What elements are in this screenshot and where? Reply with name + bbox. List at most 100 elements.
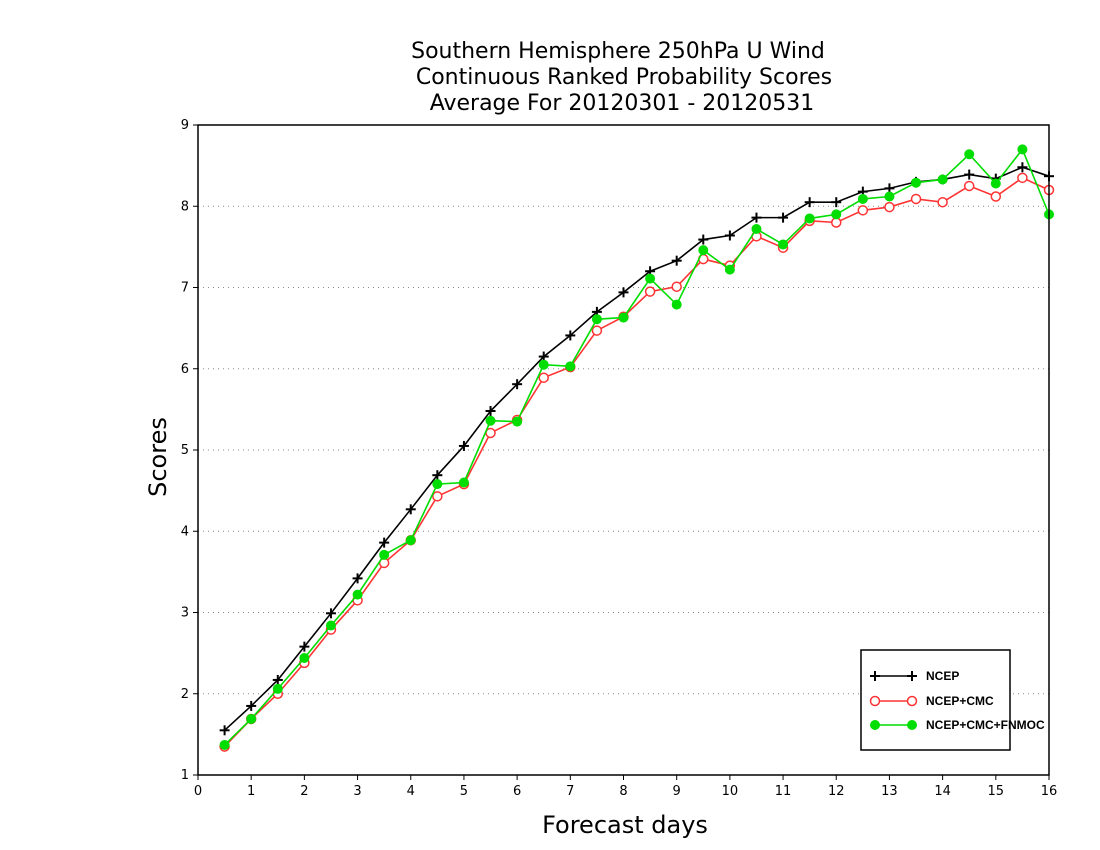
point-marker-open-circle xyxy=(910,193,922,205)
point-marker-open-circle xyxy=(990,191,1002,202)
x-tick-label: 13 xyxy=(881,784,898,799)
point-marker-filled-circle xyxy=(1017,144,1028,155)
y-tick-label: 4 xyxy=(181,524,189,539)
point-marker-filled-circle xyxy=(219,739,230,750)
x-tick-label: 5 xyxy=(460,784,468,799)
point-marker-filled-circle xyxy=(831,209,842,220)
point-marker-plus xyxy=(671,255,682,266)
point-marker-open-circle xyxy=(857,205,869,216)
point-marker-plus xyxy=(458,440,469,451)
chart-title-line-1: Southern Hemisphere 250hPa U Wind xyxy=(411,39,825,64)
point-marker-filled-circle xyxy=(645,273,656,284)
point-marker-filled-circle xyxy=(512,416,523,427)
point-marker-filled-circle xyxy=(857,193,868,204)
point-marker-filled-circle xyxy=(964,149,975,160)
legend-label: NCEP+CMC+FNMOC xyxy=(926,718,1045,732)
legend-label: NCEP xyxy=(926,669,959,683)
x-tick-label: 12 xyxy=(828,784,845,799)
point-marker-filled-circle xyxy=(671,299,682,310)
series-ncep-cmc-fnmoc xyxy=(219,144,1054,750)
point-marker-filled-circle xyxy=(870,720,880,730)
x-tick-label: 8 xyxy=(619,784,627,799)
point-marker-plus xyxy=(219,725,230,736)
point-marker-filled-circle xyxy=(591,314,602,325)
point-marker-plus xyxy=(485,406,496,416)
point-marker-open-circle xyxy=(644,286,656,297)
point-marker-open-circle xyxy=(869,695,881,707)
point-marker-plus xyxy=(379,537,390,548)
point-marker-filled-circle xyxy=(458,477,469,488)
point-marker-filled-circle xyxy=(618,312,629,323)
point-marker-plus xyxy=(804,197,815,208)
x-tick-label: 14 xyxy=(934,784,951,799)
point-marker-filled-circle xyxy=(884,191,895,202)
y-axis-label: Scores xyxy=(144,417,172,497)
point-marker-plus xyxy=(432,470,443,481)
x-tick-label: 15 xyxy=(988,784,1005,799)
point-marker-plus xyxy=(964,169,975,180)
point-marker-open-circle xyxy=(538,372,549,383)
x-tick-label: 3 xyxy=(353,784,361,799)
point-marker-open-circle xyxy=(884,201,895,213)
point-marker-filled-circle xyxy=(432,479,443,490)
point-marker-filled-circle xyxy=(778,239,789,250)
plot-frame xyxy=(197,124,1050,776)
point-marker-open-circle xyxy=(906,695,918,707)
point-marker-filled-circle xyxy=(485,415,496,426)
series-line xyxy=(224,166,1050,731)
point-marker-plus xyxy=(698,234,709,245)
point-marker-plus xyxy=(325,608,336,619)
point-marker-open-circle xyxy=(937,196,948,208)
point-marker-filled-circle xyxy=(299,653,310,663)
point-marker-filled-circle xyxy=(698,245,709,256)
point-marker-filled-circle xyxy=(352,589,363,600)
x-tick-label: 11 xyxy=(775,784,792,799)
y-tick-label: 3 xyxy=(181,606,189,621)
point-marker-plus xyxy=(565,330,576,341)
point-marker-filled-circle xyxy=(751,224,762,234)
x-tick-label: 2 xyxy=(300,784,308,799)
x-tick-label: 0 xyxy=(194,784,202,799)
point-marker-filled-circle xyxy=(272,683,283,694)
point-marker-plus xyxy=(405,504,416,515)
point-marker-plus xyxy=(907,671,917,681)
point-marker-plus xyxy=(272,674,283,685)
y-tick-label: 8 xyxy=(181,199,189,214)
series-layer xyxy=(219,144,1055,752)
x-tick-label: 16 xyxy=(1041,784,1058,799)
y-tick-label: 2 xyxy=(181,687,189,702)
point-marker-filled-circle xyxy=(937,174,948,185)
x-axis-label: Forecast days xyxy=(542,811,708,839)
x-tick-label: 1 xyxy=(247,784,255,799)
chart-title-line-3: Average For 20120301 - 20120531 xyxy=(430,91,815,116)
point-marker-open-circle xyxy=(963,180,975,192)
point-marker-plus xyxy=(724,230,735,241)
point-marker-open-circle xyxy=(1017,172,1028,184)
chart-title-line-2: Continuous Ranked Probability Scores xyxy=(416,65,832,90)
point-marker-filled-circle xyxy=(911,177,922,188)
x-tick-label: 10 xyxy=(722,784,739,799)
y-tick-label: 7 xyxy=(181,281,189,296)
legend: NCEP NCEP+CMC NCEP+CMC+FNMOC xyxy=(860,649,1045,751)
x-tick-label: 9 xyxy=(673,784,681,799)
point-marker-plus xyxy=(246,700,257,711)
y-tick-label: 6 xyxy=(181,362,189,377)
point-marker-plus xyxy=(352,573,363,584)
point-marker-plus xyxy=(751,212,762,223)
point-marker-open-circle xyxy=(432,491,443,502)
point-marker-plus xyxy=(1017,162,1028,173)
point-marker-plus xyxy=(299,641,310,652)
point-marker-filled-circle xyxy=(804,213,815,224)
point-marker-filled-circle xyxy=(990,178,1001,189)
y-tick-label: 9 xyxy=(181,118,189,133)
point-marker-plus xyxy=(831,197,842,208)
point-marker-plus xyxy=(618,287,629,298)
point-marker-plus xyxy=(512,379,523,390)
x-tick-label: 7 xyxy=(566,784,574,799)
point-marker-open-circle xyxy=(671,281,682,292)
point-marker-filled-circle xyxy=(538,359,549,370)
legend-box xyxy=(860,649,1011,751)
x-tick-label: 6 xyxy=(513,784,521,799)
point-marker-filled-circle xyxy=(724,264,735,275)
